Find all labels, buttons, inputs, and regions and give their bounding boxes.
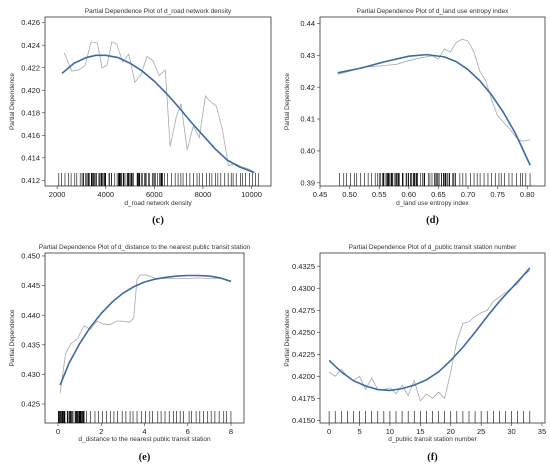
y-tick-label: 0.422 — [21, 63, 40, 72]
x-tick-label: 5 — [357, 427, 361, 436]
partial-dependence-line — [337, 38, 531, 142]
smoothed-trend-line — [337, 53, 531, 166]
x-axis-label: d_road network density — [124, 200, 192, 207]
y-tick-label: 0.4275 — [292, 306, 315, 315]
x-tick-label: 8000 — [195, 190, 212, 199]
x-tick-label: 0.80 — [520, 190, 535, 199]
x-tick-label: 2000 — [49, 190, 66, 199]
x-tick-label: 6000 — [146, 190, 163, 199]
y-tick-label: 0.43 — [300, 51, 315, 60]
x-tick-label: 10000 — [241, 190, 262, 199]
y-tick-label: 0.4150 — [292, 416, 315, 425]
smoothed-trend-line — [328, 267, 531, 392]
chart-title: Partial Dependence Plot of d_land use en… — [357, 8, 510, 15]
x-tick-label: 4 — [142, 427, 146, 436]
y-tick-label: 0.424 — [21, 41, 40, 50]
panel-caption: (f) — [427, 452, 438, 463]
chart-panel-e: Partial Dependence Plot of d_distance to… — [9, 244, 251, 463]
x-axis-label: d_public transit station number — [388, 436, 477, 443]
y-tick-label: 0.41 — [300, 115, 315, 124]
x-tick-label: 20 — [447, 427, 455, 436]
panel-caption: (c) — [152, 215, 164, 226]
plot-frame — [44, 16, 272, 187]
y-tick-label: 0.39 — [300, 178, 315, 187]
y-tick-label: 0.414 — [21, 153, 40, 162]
y-tick-label: 0.40 — [300, 147, 315, 156]
chart-title: Partial Dependence Plot of d_distance to… — [39, 244, 251, 251]
x-tick-label: 0.45 — [313, 190, 328, 199]
y-tick-label: 0.42 — [300, 83, 315, 92]
x-tick-label: 0.55 — [372, 190, 387, 199]
chart-panel-c: Partial Dependence Plot of d_road networ… — [9, 8, 272, 226]
x-tick-label: 8 — [229, 427, 233, 436]
y-tick-label: 0.4200 — [292, 372, 315, 381]
rug-marks — [328, 411, 531, 423]
smoothed-trend-line — [61, 54, 255, 174]
y-axis-label: Partial Dependence — [284, 73, 291, 130]
x-tick-label: 0.60 — [402, 190, 417, 199]
panel-caption: (e) — [139, 452, 151, 463]
chart-panel-d: Partial Dependence Plot of d_land use en… — [284, 8, 546, 226]
y-tick-label: 0.426 — [21, 18, 40, 27]
y-axis-label: Partial Dependence — [9, 73, 16, 130]
y-tick-label: 0.418 — [21, 108, 40, 117]
x-tick-label: 0.75 — [490, 190, 505, 199]
y-tick-label: 0.425 — [21, 400, 40, 409]
plot-frame — [319, 252, 546, 424]
y-axis-label: Partial Dependence — [284, 309, 291, 366]
x-tick-label: 6 — [186, 427, 190, 436]
x-axis-label: d_land use entropy index — [396, 200, 469, 207]
x-tick-label: 0.50 — [342, 190, 357, 199]
smoothed-trend-line — [59, 274, 232, 386]
y-tick-label: 0.420 — [21, 86, 40, 95]
partial-dependence-line — [64, 41, 256, 173]
plot-frame — [319, 16, 546, 187]
x-tick-label: 4000 — [97, 190, 114, 199]
x-tick-label: 0.70 — [461, 190, 476, 199]
y-tick-label: 0.416 — [21, 131, 40, 140]
y-tick-label: 0.4175 — [292, 394, 315, 403]
y-tick-label: 0.4250 — [292, 328, 315, 337]
x-tick-label: 30 — [507, 427, 515, 436]
chart-title: Partial Dependence Plot of d_road networ… — [85, 8, 232, 15]
y-tick-label: 0.4325 — [292, 262, 315, 271]
chart-panel-f: Partial Dependence Plot of d_public tran… — [284, 244, 546, 463]
y-axis-label: Partial Dependence — [9, 309, 16, 366]
y-tick-label: 0.412 — [21, 176, 40, 185]
x-tick-label: 0.65 — [431, 190, 446, 199]
x-tick-label: 15 — [416, 427, 424, 436]
x-tick-label: 0 — [56, 427, 60, 436]
partial-dependence-line — [59, 274, 232, 394]
y-tick-label: 0.4225 — [292, 350, 315, 359]
x-axis-label: d_distance to the nearest public transit… — [78, 436, 211, 443]
rug-marks — [58, 173, 259, 186]
partial-dependence-line — [328, 270, 531, 402]
y-tick-label: 0.4300 — [292, 284, 315, 293]
rug-marks — [339, 173, 531, 186]
y-tick-label: 0.445 — [21, 281, 40, 290]
panel-caption: (d) — [426, 215, 439, 226]
y-tick-label: 0.435 — [21, 340, 40, 349]
x-tick-label: 35 — [538, 427, 546, 436]
y-tick-label: 0.44 — [300, 19, 315, 28]
chart-title: Partial Dependence Plot of d_public tran… — [349, 244, 517, 251]
x-tick-label: 2 — [99, 427, 103, 436]
x-tick-label: 0 — [327, 427, 331, 436]
x-tick-label: 10 — [386, 427, 394, 436]
y-tick-label: 0.430 — [21, 370, 40, 379]
y-tick-label: 0.450 — [21, 252, 40, 261]
rug-marks — [58, 411, 232, 423]
y-tick-label: 0.440 — [21, 311, 40, 320]
x-tick-label: 25 — [477, 427, 485, 436]
